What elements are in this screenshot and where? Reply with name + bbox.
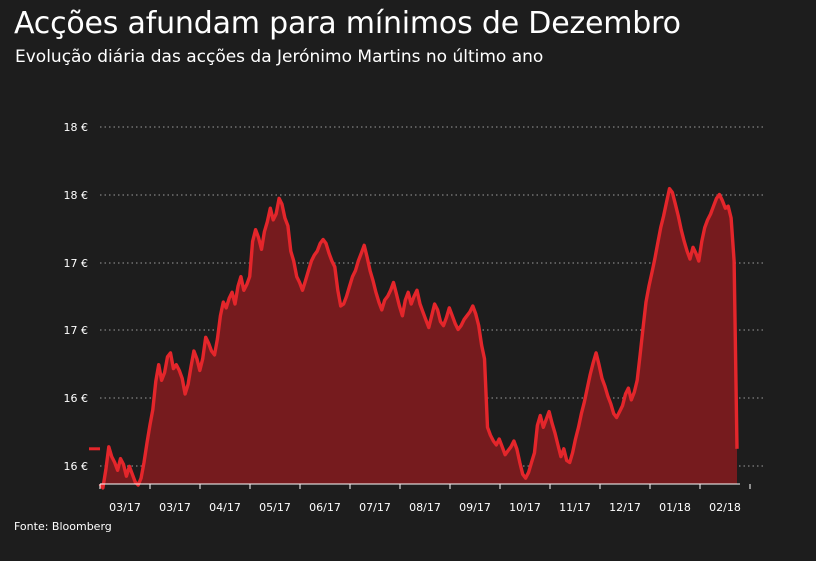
x-tick-label: 11/17	[559, 501, 591, 514]
x-tick-label: 09/17	[459, 501, 491, 514]
x-tick-label: 06/17	[309, 501, 341, 514]
source-note: Fonte: Bloomberg	[14, 520, 112, 533]
x-axis: 03/17 03/17 04/17 05/17 06/17 07/17 08/17 09/17…	[99, 483, 751, 514]
x-tick-label: 03/17	[109, 501, 141, 514]
x-tick-label: 12/17	[609, 501, 641, 514]
x-tick-label: 07/17	[359, 501, 391, 514]
price-area	[100, 188, 737, 488]
y-tick-label: 16 €	[64, 392, 89, 405]
y-tick-label: 17 €	[64, 324, 89, 337]
y-tick-label: 16 €	[64, 460, 89, 473]
x-tick-label: 08/17	[409, 501, 441, 514]
x-tick-label: 05/17	[259, 501, 291, 514]
y-tick-label: 18 €	[64, 121, 89, 134]
chart-subtitle: Evolução diária das acções da Jerónimo M…	[15, 47, 544, 67]
chart-title: Acções afundam para mínimos de Dezembro	[14, 6, 681, 41]
y-tick-label: 17 €	[64, 257, 89, 270]
x-tick-label: 10/17	[509, 501, 541, 514]
y-tick-label: 18 €	[64, 189, 89, 202]
x-tick-label: 03/17	[159, 501, 191, 514]
x-tick-label: 04/17	[209, 501, 241, 514]
price-line	[98, 186, 739, 490]
x-tick-label: 01/18	[659, 501, 691, 514]
y-axis: 16 € 16 € 17 € 17 € 18 € 18 €	[64, 121, 89, 473]
x-tick-label: 02/18	[709, 501, 741, 514]
